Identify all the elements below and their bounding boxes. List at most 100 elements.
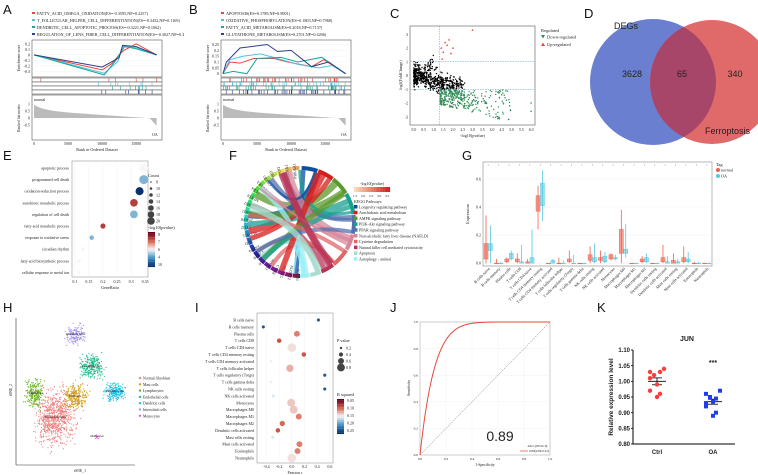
legend-swatch	[221, 19, 224, 21]
cell-point	[62, 400, 64, 402]
category-label: T cells gamma delta	[222, 380, 254, 385]
cell-point	[45, 406, 47, 409]
phenotype-label: normal	[223, 97, 235, 102]
box-normal	[598, 257, 603, 261]
cell-point	[31, 391, 33, 393]
cell-point	[58, 419, 60, 421]
cell-point	[47, 404, 49, 406]
cell-point	[86, 384, 89, 386]
cell-point	[40, 385, 42, 387]
cell-point	[63, 389, 65, 391]
cell-point	[77, 403, 79, 406]
down-regulated-point	[498, 116, 500, 119]
legend-swatch	[221, 12, 224, 14]
gene-point	[435, 66, 438, 69]
down-regulated-point	[462, 100, 464, 102]
cell-point	[63, 397, 66, 400]
cell-point	[52, 421, 55, 423]
cell-point	[34, 422, 36, 424]
y-tick-label: 0.0	[476, 261, 481, 266]
cell-point	[82, 399, 84, 402]
cell-point	[77, 327, 79, 329]
y-tick-label: 0	[217, 71, 219, 76]
cell-point	[36, 378, 38, 381]
phenotype-label: OA	[152, 132, 158, 137]
cell-point	[63, 427, 65, 429]
cell-point	[58, 393, 60, 395]
colorbar-segment	[359, 187, 362, 192]
colorbar-segment	[337, 411, 344, 414]
category-label: Macrophages M0	[226, 407, 254, 412]
cell-point	[95, 356, 97, 358]
gene-point	[429, 79, 432, 81]
cell-point	[40, 417, 42, 419]
gene-point	[446, 72, 449, 74]
gene-point	[424, 64, 426, 66]
cell-point	[94, 370, 97, 373]
cell-point	[61, 416, 64, 418]
colorbar-segment	[148, 251, 155, 254]
gene-point	[418, 76, 420, 79]
cell-point	[70, 334, 72, 336]
pathway-swatch	[354, 257, 358, 261]
cell-point	[63, 400, 65, 403]
cell-point	[72, 337, 75, 339]
x-tick-label: 0.1	[72, 279, 77, 284]
enrichment-curve	[222, 58, 346, 75]
cell-point	[86, 362, 89, 364]
cell-point	[53, 405, 55, 407]
gene-point	[461, 84, 464, 86]
oa-point	[704, 404, 708, 409]
gene-label: PARP8	[241, 217, 253, 223]
gene-point	[440, 71, 442, 73]
cell-point	[67, 420, 69, 422]
legend-entry: Dendritic cells	[143, 402, 166, 406]
gene-point	[459, 83, 461, 86]
cell-point	[32, 403, 34, 405]
cell-point	[120, 397, 122, 399]
cell-point	[29, 384, 32, 387]
pathway-legend-entry: Apoptosis	[359, 251, 376, 256]
cell-point	[38, 406, 40, 408]
cell-point	[38, 401, 41, 403]
cell-point	[90, 357, 92, 359]
down-regulated-point	[466, 95, 468, 97]
cell-point	[80, 330, 82, 332]
cell-point	[96, 372, 99, 374]
gene-point	[457, 85, 459, 87]
box-normal	[629, 262, 634, 265]
x-tick-label: 3.0	[470, 128, 475, 132]
cell-point	[83, 368, 86, 370]
cell-point	[69, 422, 71, 425]
colorbar-segment	[148, 237, 155, 240]
colorbar-segment	[355, 187, 358, 192]
cell-type-dot	[275, 428, 281, 433]
cell-point	[61, 405, 63, 407]
down-regulated-point	[452, 106, 454, 108]
down-regulated-point	[452, 104, 455, 106]
legend-title: Tag	[716, 162, 723, 167]
y-tick-label: 0.0	[414, 453, 419, 457]
colorbar-label: 3.5	[385, 194, 390, 198]
cell-point	[120, 392, 122, 394]
cell-point	[119, 388, 121, 390]
cell-point	[39, 410, 41, 412]
cell-point	[67, 421, 70, 423]
down-regulated-point	[468, 97, 470, 99]
gene-point	[416, 79, 418, 81]
cell-point	[63, 399, 65, 402]
gene-label: MLST8	[246, 193, 260, 203]
cell-point	[48, 419, 50, 421]
x-axis-label: GeneRatio	[101, 285, 119, 290]
cell-point	[60, 389, 62, 392]
category-label: Ctrl	[652, 450, 663, 456]
cell-point	[81, 395, 83, 397]
pathway-swatch	[354, 234, 358, 238]
panel-label-J: J	[390, 300, 397, 315]
cell-type-dot	[301, 352, 307, 357]
cell-point	[42, 435, 45, 437]
gene-point	[431, 58, 434, 61]
box-OA	[706, 262, 712, 265]
cell-point	[49, 428, 51, 431]
